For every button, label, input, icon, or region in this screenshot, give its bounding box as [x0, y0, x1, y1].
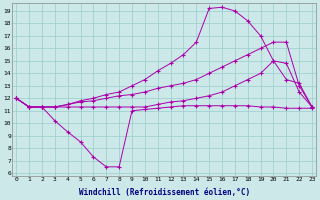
X-axis label: Windchill (Refroidissement éolien,°C): Windchill (Refroidissement éolien,°C) [79, 188, 250, 197]
